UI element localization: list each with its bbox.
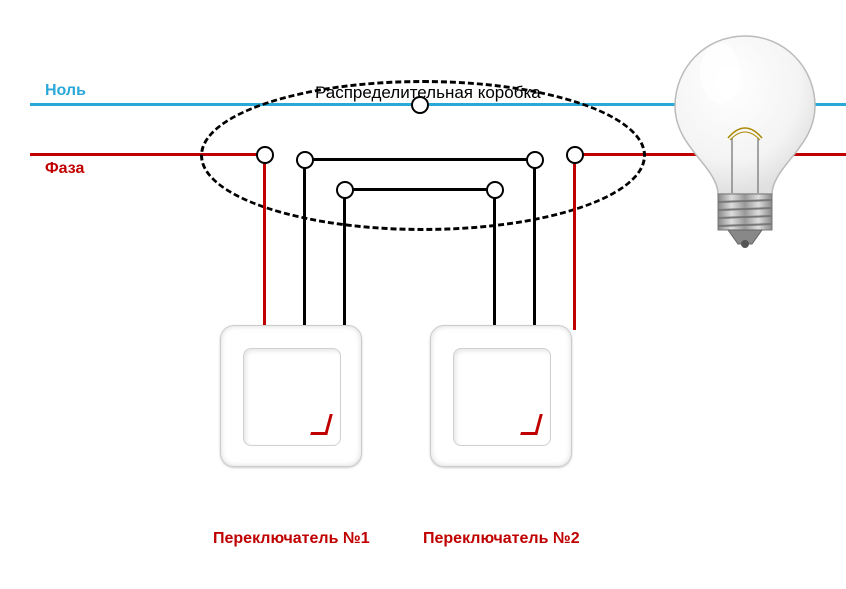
sw1-common-wire: [263, 155, 266, 330]
switch-2-rocker[interactable]: [453, 348, 551, 446]
sw2-traveler1-wire: [533, 160, 536, 330]
switch-1: [220, 325, 362, 467]
switch-1-rocker[interactable]: [243, 348, 341, 446]
sw2-common-wire: [573, 155, 576, 330]
neutral-label: Ноль: [45, 82, 86, 100]
sw1-traveler2-wire: [343, 190, 346, 330]
node-phase-out: [566, 146, 584, 164]
light-bulb: [660, 28, 830, 253]
phase-label: Фаза: [45, 160, 84, 178]
switch-1-indicator: [310, 414, 333, 435]
sw1-traveler1-wire: [303, 160, 306, 330]
diagram-canvas: Ноль Фаза Распределительная коробка Пере…: [0, 0, 846, 589]
switch-2-indicator: [520, 414, 543, 435]
switch-1-label: Переключатель №1: [213, 530, 370, 548]
switch-2-label: Переключатель №2: [423, 530, 580, 548]
sw2-traveler2-wire: [493, 190, 496, 330]
node-phase-in: [256, 146, 274, 164]
node-sw2-t2: [486, 181, 504, 199]
node-sw1-t2: [336, 181, 354, 199]
junction-box-label: Распределительная коробка: [315, 83, 541, 103]
node-sw2-t1: [526, 151, 544, 169]
node-sw1-t1: [296, 151, 314, 169]
switch-2: [430, 325, 572, 467]
